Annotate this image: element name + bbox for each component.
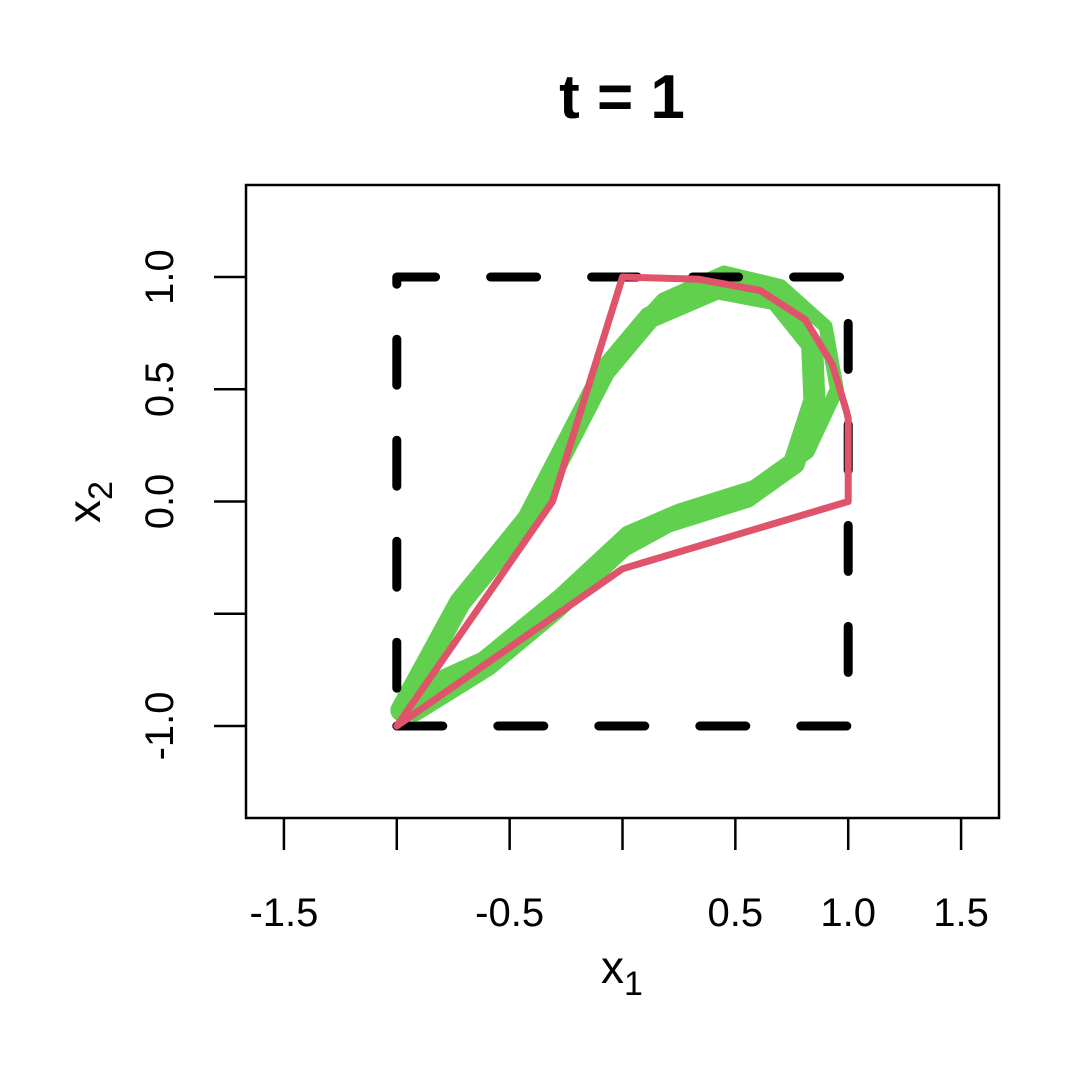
y-label-subscript: 2 bbox=[82, 481, 120, 500]
chart-title: t = 1 bbox=[559, 63, 685, 132]
series-line bbox=[393, 273, 852, 730]
y-tick-label: -1.0 bbox=[138, 691, 182, 760]
x-tick-label: -1.5 bbox=[249, 891, 318, 935]
dashed-line bbox=[392, 272, 853, 731]
y-tick-label: 0.0 bbox=[138, 474, 182, 530]
y-tick-label: 0.5 bbox=[138, 361, 182, 417]
x-tick-label: 1.5 bbox=[933, 891, 989, 935]
x-tick-label: 0.5 bbox=[708, 891, 764, 935]
series-line bbox=[401, 265, 844, 700]
x-axis-label: x1 bbox=[601, 941, 643, 1003]
y-tick-label: 1.0 bbox=[138, 249, 182, 305]
y-label-text: x bbox=[58, 500, 110, 523]
plot-area bbox=[390, 265, 853, 731]
x-label-text: x bbox=[601, 941, 624, 993]
x-tick-label: 1.0 bbox=[820, 891, 876, 935]
y-axis-label: x2 bbox=[58, 481, 120, 523]
x-label-subscript: 1 bbox=[624, 965, 643, 1003]
x-tick-label: -0.5 bbox=[475, 891, 544, 935]
